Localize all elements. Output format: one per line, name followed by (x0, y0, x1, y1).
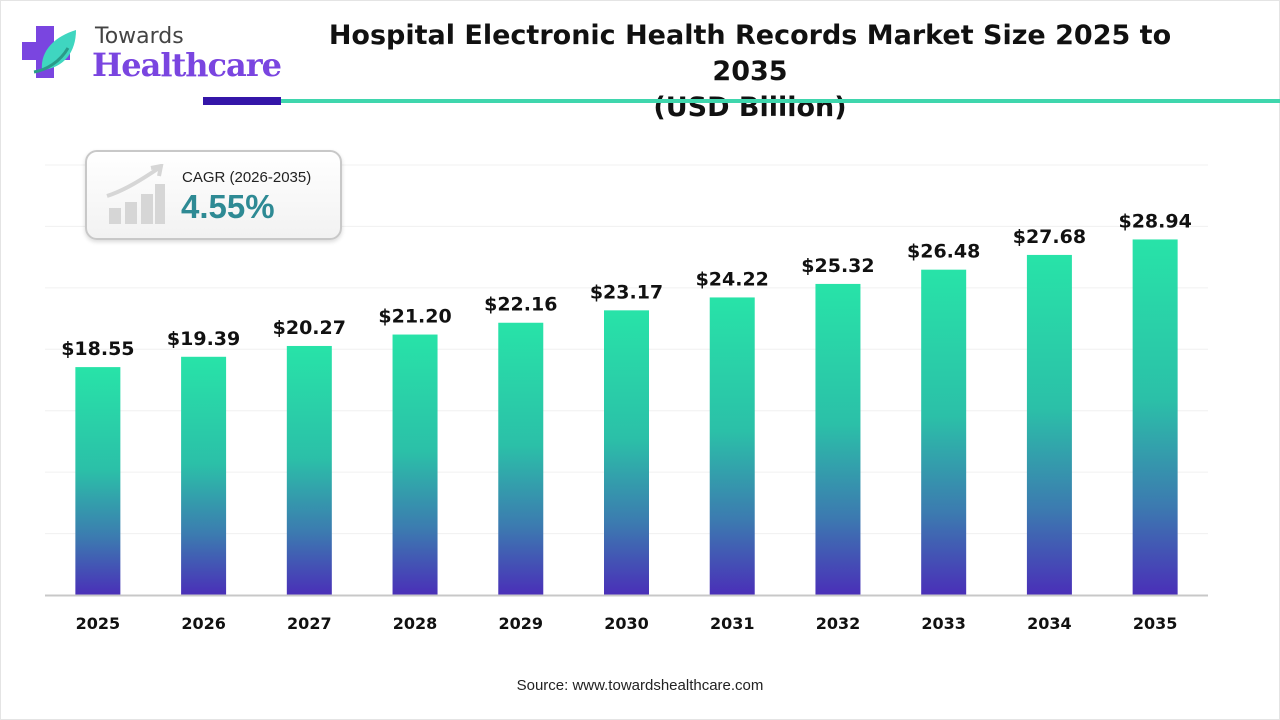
bar-2032 (815, 283, 861, 595)
logo-text-healthcare: Healthcare (92, 46, 282, 84)
brand-logo: Towards Healthcare (20, 22, 282, 84)
data-label-2033: $26.48 (907, 241, 980, 263)
data-label-2026: $19.39 (167, 328, 240, 350)
bar-2035 (1132, 239, 1178, 596)
bar-2027 (286, 345, 332, 595)
bar-2028 (392, 334, 438, 595)
data-label-2025: $18.55 (61, 338, 134, 360)
bar-2026 (181, 356, 227, 595)
data-label-2034: $27.68 (1013, 226, 1086, 248)
source-note: Source: www.towardshealthcare.com (516, 677, 764, 694)
x-tick-2026: 2026 (181, 614, 226, 633)
title-underline-accent (203, 97, 281, 105)
bar-2033 (921, 269, 967, 595)
cagr-value: 4.55% (181, 188, 275, 225)
data-label-2030: $23.17 (590, 281, 663, 303)
title-line-1: Hospital Electronic Health Records Marke… (328, 20, 1172, 87)
x-tick-2031: 2031 (710, 614, 755, 633)
data-label-2027: $20.27 (273, 317, 346, 339)
x-tick-2032: 2032 (816, 614, 861, 633)
x-tick-2027: 2027 (287, 614, 332, 633)
data-label-2031: $24.22 (696, 268, 769, 290)
x-tick-2030: 2030 (604, 614, 649, 633)
x-tick-2029: 2029 (499, 614, 544, 633)
data-label-2035: $28.94 (1118, 210, 1191, 232)
data-label-2032: $25.32 (801, 255, 874, 277)
medical-cross-leaf-icon (22, 26, 76, 78)
bar-2025 (75, 367, 121, 595)
data-label-2029: $22.16 (484, 294, 557, 316)
chart-title: Hospital Electronic Health Records Marke… (290, 18, 1210, 126)
data-label-2028: $21.20 (378, 306, 451, 328)
x-tick-2033: 2033 (921, 614, 966, 633)
x-tick-2028: 2028 (393, 614, 438, 633)
title-line-2: (USD Billion) (653, 92, 847, 123)
cagr-label: CAGR (2026-2035) (182, 169, 312, 186)
cagr-box: CAGR (2026-2035) 4.55% (85, 150, 342, 240)
logo-text-towards: Towards (95, 24, 184, 49)
x-tick-2034: 2034 (1027, 614, 1072, 633)
bar-2031 (709, 297, 755, 595)
growth-chart-icon (106, 164, 165, 224)
title-underline (281, 99, 1280, 103)
bar-2030 (604, 310, 649, 595)
bar-2034 (1026, 254, 1072, 595)
x-tick-2035: 2035 (1133, 614, 1178, 633)
bar-2029 (498, 322, 544, 595)
x-tick-2025: 2025 (76, 614, 121, 633)
